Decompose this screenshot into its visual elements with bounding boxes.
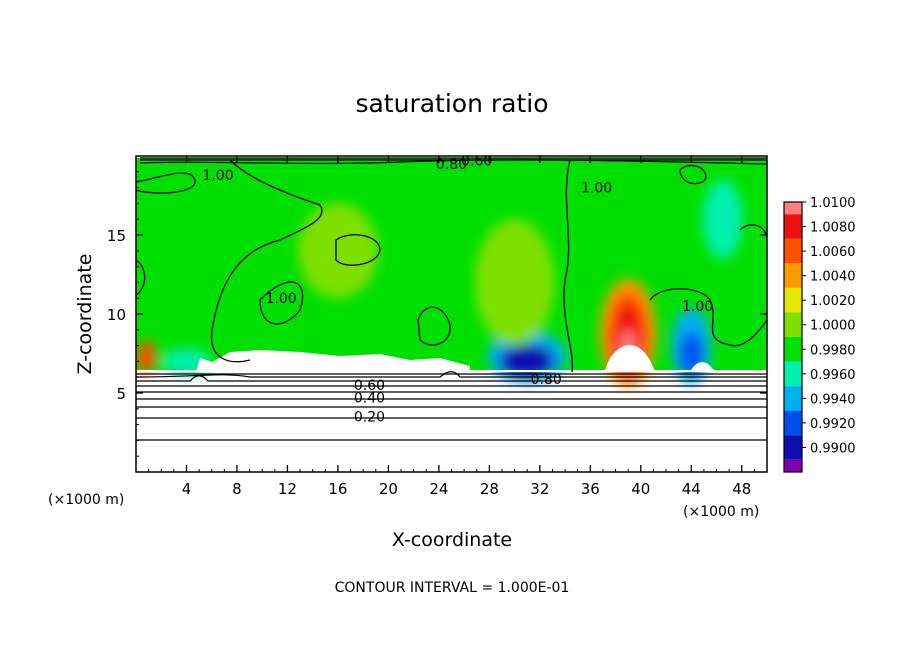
colorbar-label: 1.0060 bbox=[810, 245, 856, 260]
saturated-layer bbox=[136, 158, 767, 372]
colorbar-frame bbox=[783, 201, 803, 473]
contour-label: 0.80 bbox=[436, 157, 467, 173]
contour-label: 0.60 bbox=[461, 154, 492, 170]
contour-interval-note: CONTOUR INTERVAL = 1.000E-01 bbox=[335, 580, 570, 596]
x-tick-label: 4 bbox=[182, 480, 192, 498]
colorbar-swatch bbox=[784, 202, 802, 215]
contour-label: 1.00 bbox=[682, 299, 713, 315]
y-axis-label: Z-coordinate bbox=[74, 254, 96, 375]
x-tick-label: 44 bbox=[682, 480, 701, 498]
y-tick-label: 15 bbox=[107, 227, 126, 245]
x-tick-label: 32 bbox=[530, 480, 549, 498]
x-unit-right: (×1000 m) bbox=[683, 504, 759, 520]
colorbar-swatch bbox=[784, 287, 802, 313]
cloud-base-whiteout bbox=[136, 345, 767, 372]
x-tick-label: 8 bbox=[232, 480, 242, 498]
contour-label: 0.80 bbox=[531, 372, 562, 388]
contour-label: 1.00 bbox=[581, 181, 612, 197]
colorbar-swatch bbox=[784, 312, 802, 337]
contour-label: 1.00 bbox=[266, 291, 297, 307]
x-tick-label: 40 bbox=[631, 480, 650, 498]
colorbar-label: 0.9920 bbox=[810, 417, 856, 432]
contour-lines bbox=[136, 157, 767, 373]
x-axis: 4 8 12 16 20 24 28 32 36 40 44 48 bbox=[148, 156, 755, 498]
y-tick-label: 5 bbox=[116, 385, 126, 403]
colorbar-label: 1.0080 bbox=[810, 221, 856, 236]
contour-label: 1.00 bbox=[202, 168, 233, 184]
shaded-region bbox=[297, 203, 378, 299]
shaded-region bbox=[702, 179, 743, 259]
colorbar-swatch bbox=[784, 386, 802, 411]
colorbar-swatch bbox=[784, 410, 802, 436]
colorbar-label: 0.9900 bbox=[810, 441, 856, 456]
isolines-below-cloud-base bbox=[136, 371, 767, 441]
contour-label: 0.20 bbox=[354, 410, 385, 426]
colorbar-swatch bbox=[784, 337, 802, 362]
x-tick-label: 20 bbox=[379, 480, 398, 498]
colorbar-swatch bbox=[784, 361, 802, 387]
x-tick-label: 48 bbox=[732, 480, 751, 498]
colorbar-label: 1.0040 bbox=[810, 270, 856, 285]
contour-label: 0.40 bbox=[354, 391, 385, 407]
x-tick-label: 12 bbox=[278, 480, 297, 498]
shaded-region bbox=[136, 340, 157, 373]
x-tick-label: 28 bbox=[480, 480, 499, 498]
x-axis-label: X-coordinate bbox=[392, 529, 512, 551]
colorbar-label: 0.9940 bbox=[810, 392, 856, 407]
contour-label: 0.60 bbox=[354, 378, 385, 394]
shaded-region bbox=[474, 219, 555, 346]
contour-labels: 1.001.001.001.000.800.600.600.400.200.80 bbox=[202, 154, 713, 426]
y-tick-label: 10 bbox=[107, 306, 126, 324]
colorbar-label: 1.0020 bbox=[810, 294, 856, 309]
colorbar-swatch bbox=[784, 238, 802, 264]
colorbar-label: 0.9980 bbox=[810, 343, 856, 358]
colorbar-label: 1.0100 bbox=[810, 196, 856, 211]
y-axis: 5 10 15 bbox=[107, 171, 767, 457]
x-tick-label: 16 bbox=[328, 480, 347, 498]
colorbar-swatch bbox=[784, 214, 802, 239]
x-unit-left: (×1000 m) bbox=[48, 492, 124, 508]
colorbar-label: 1.0000 bbox=[810, 319, 856, 334]
x-tick-label: 24 bbox=[429, 480, 448, 498]
colorbar-swatch bbox=[784, 459, 802, 472]
colorbar-swatch bbox=[784, 435, 802, 460]
chart-title: saturation ratio bbox=[355, 89, 548, 118]
colorbar-swatch bbox=[784, 263, 802, 288]
plot-area: 1.001.001.001.000.800.600.600.400.200.80 bbox=[136, 154, 767, 472]
x-tick-label: 36 bbox=[581, 480, 600, 498]
colorbar-label: 0.9960 bbox=[810, 368, 856, 383]
colorbar: 1.0100 1.0080 1.0060 1.0040 1.0020 1.0000 0.99… bbox=[783, 196, 856, 473]
